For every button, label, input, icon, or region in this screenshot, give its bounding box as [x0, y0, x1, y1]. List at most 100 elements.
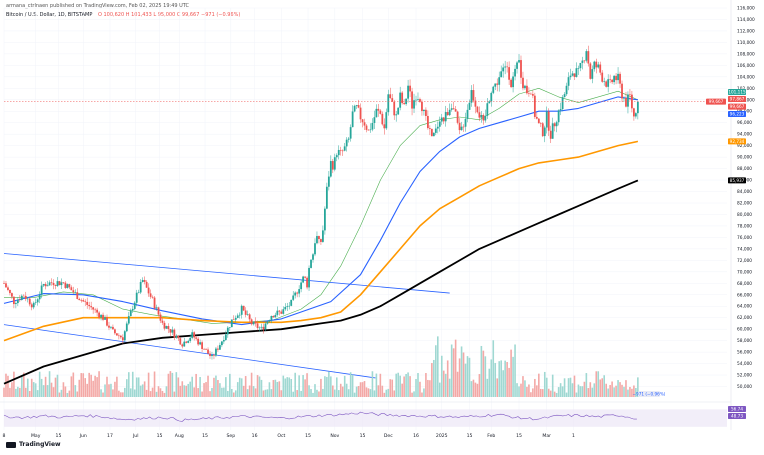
candle-body — [518, 60, 520, 63]
volume-bar — [143, 381, 146, 397]
volume-bar — [48, 371, 51, 397]
candle-body — [490, 92, 493, 102]
volume-bar — [24, 387, 27, 397]
volume-bar — [538, 373, 540, 397]
candle-body — [589, 63, 592, 79]
candle-body — [629, 94, 631, 96]
volume-bar — [593, 383, 596, 397]
volume-bar — [141, 384, 144, 397]
volume-bar — [296, 390, 298, 397]
candle-body — [577, 68, 580, 69]
tradingview-logo[interactable]: TradingView — [6, 441, 61, 448]
candle-body — [197, 338, 200, 345]
volume-bar — [425, 373, 427, 397]
volume-bar — [56, 374, 59, 397]
volume-bar — [526, 386, 528, 397]
trend-channel — [3, 253, 450, 379]
price-tick-label: 78,000 — [737, 223, 752, 229]
volume-bar — [3, 387, 5, 397]
volume-bar — [601, 378, 604, 397]
candle-body — [470, 90, 473, 103]
volume-bar — [145, 389, 148, 397]
volume-bar — [66, 392, 69, 397]
candle-body — [304, 276, 306, 278]
price-tick-label: 90,000 — [737, 155, 752, 161]
volume-bar — [581, 386, 584, 397]
price-tick-label: 108,000 — [737, 51, 755, 57]
candle-body — [486, 103, 489, 116]
volume-bar — [462, 352, 465, 397]
price-tick-label: 62,000 — [737, 315, 752, 321]
candle-body — [24, 295, 27, 300]
candle-body — [450, 108, 453, 110]
symbol-title: Bitcoin / U.S. Dollar, 1D, BITSTAMP — [6, 12, 93, 18]
volume-bar — [333, 389, 336, 397]
candle-body — [567, 77, 570, 86]
candle-body — [585, 51, 588, 61]
volume-bar — [569, 377, 572, 397]
volume-bar — [595, 371, 598, 397]
volume-bar — [433, 359, 435, 397]
candle-body — [595, 61, 598, 68]
high-price-tag: 97,867 — [730, 97, 745, 102]
candle-body — [320, 239, 322, 242]
candle-body — [135, 292, 138, 303]
candle-body — [633, 108, 635, 117]
candle-body — [314, 243, 316, 255]
price-tick-label: 52,000 — [737, 373, 752, 379]
volume-bar — [399, 375, 401, 397]
volume-bar — [165, 386, 168, 397]
candle-body — [593, 61, 596, 70]
candle-body — [238, 314, 241, 316]
candle-body — [373, 117, 376, 123]
candle-body — [149, 293, 152, 297]
volume-bar — [50, 382, 53, 397]
candle-body — [250, 319, 253, 325]
volume-bar — [456, 371, 459, 397]
volume-bar — [11, 382, 13, 397]
volume-bar — [80, 373, 83, 397]
price-tick-label: 60,000 — [737, 327, 752, 333]
volume-bar — [351, 374, 354, 397]
candle-body — [417, 99, 419, 100]
candle-body — [167, 326, 170, 330]
volume-bar — [298, 375, 300, 397]
volume-bar — [167, 373, 170, 397]
candle-body — [278, 310, 281, 312]
candle-body — [308, 267, 310, 288]
volume-bar — [496, 378, 499, 397]
volume-bar — [64, 386, 67, 397]
volume-bar — [223, 387, 225, 397]
volume-bar — [589, 382, 592, 397]
volume-bar — [393, 390, 396, 397]
candle-body — [209, 353, 211, 357]
volume-bar — [444, 373, 447, 397]
volume-bar — [605, 383, 607, 397]
candle-body — [80, 300, 83, 301]
volume-bar — [86, 383, 88, 397]
candle-body — [112, 326, 114, 330]
candle-body — [219, 345, 221, 350]
candle-body — [533, 95, 536, 117]
price-tick-label: 114,000 — [737, 17, 755, 23]
volume-bar — [199, 376, 201, 397]
volume-bar — [486, 378, 489, 397]
candle-body — [296, 292, 299, 294]
volume-bar — [225, 377, 227, 397]
candle-body — [70, 287, 73, 291]
volume-bar — [268, 382, 271, 397]
candle-body — [442, 117, 445, 122]
volume-bar — [514, 344, 516, 397]
candle-body — [18, 299, 21, 301]
volume-bar — [623, 386, 625, 397]
candle-body — [98, 312, 100, 318]
volume-bar — [532, 388, 534, 397]
volume-bar — [528, 384, 530, 397]
volume-bar — [139, 385, 142, 397]
volume-bar — [540, 388, 542, 397]
volume-bar — [567, 378, 570, 397]
time-tick-label: 15 — [305, 433, 311, 439]
volume-bar — [159, 388, 162, 397]
volume-bar — [516, 383, 518, 397]
